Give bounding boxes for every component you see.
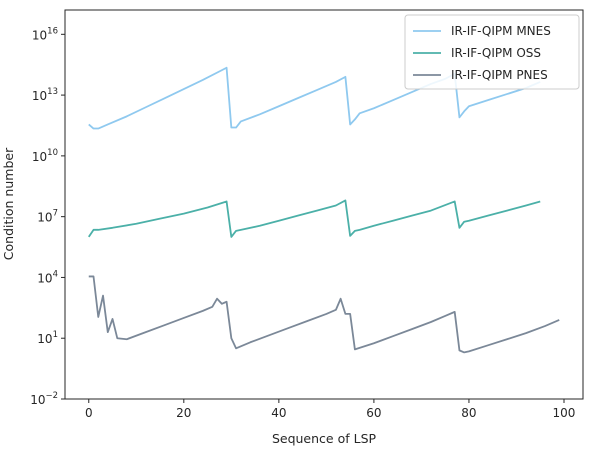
y-tick-base: 10 bbox=[37, 271, 52, 285]
x-axis-ticks: 0 20 40 60 80 100 bbox=[85, 399, 576, 420]
y-tick-label: 104 bbox=[37, 269, 58, 285]
y-tick-label: 107 bbox=[37, 209, 58, 225]
y-tick-base: 10 bbox=[32, 89, 47, 103]
y-tick-exponent: 13 bbox=[47, 87, 58, 97]
x-tick-label: 20 bbox=[176, 406, 191, 420]
legend: IR-IF-QIPM MNES IR-IF-QIPM OSS IR-IF-QIPM … bbox=[404, 14, 580, 90]
y-tick-base: 10 bbox=[32, 150, 47, 164]
y-tick-base: 10 bbox=[37, 211, 52, 225]
series-line-3 bbox=[88, 275, 560, 354]
x-tick-label: 80 bbox=[461, 406, 476, 420]
y-tick-exponent: 4 bbox=[53, 269, 58, 279]
y-tick-label: 1016 bbox=[32, 26, 58, 42]
y-tick-label: 101 bbox=[37, 330, 58, 346]
y-tick-label: 1013 bbox=[32, 87, 58, 103]
y-tick-base: 10 bbox=[30, 393, 45, 407]
y-tick-label: 10−2 bbox=[30, 391, 58, 407]
x-axis-label: Sequence of LSP bbox=[272, 431, 377, 446]
y-tick-exponent: 7 bbox=[53, 209, 58, 219]
x-tick-label: 0 bbox=[85, 406, 93, 420]
series-line-1 bbox=[88, 66, 541, 130]
y-tick-exponent: −2 bbox=[45, 391, 58, 401]
series-line-2 bbox=[88, 199, 541, 238]
y-axis-label: Condition number bbox=[1, 147, 16, 260]
series-layer bbox=[88, 66, 560, 354]
legend-label-1: IR-IF-QIPM MNES bbox=[451, 24, 551, 38]
y-tick-label: 1010 bbox=[32, 148, 58, 164]
y-tick-base: 10 bbox=[37, 332, 52, 346]
x-tick-label: 40 bbox=[271, 406, 286, 420]
legend-items: IR-IF-QIPM MNES IR-IF-QIPM OSS IR-IF-QIPM … bbox=[413, 24, 551, 82]
y-tick-exponent: 10 bbox=[47, 148, 58, 158]
y-tick-exponent: 1 bbox=[53, 330, 58, 340]
y-tick-exponent: 16 bbox=[47, 26, 58, 36]
legend-label-2: IR-IF-QIPM OSS bbox=[451, 46, 541, 60]
plot-area-frame bbox=[64, 9, 584, 400]
x-tick-label: 100 bbox=[553, 406, 576, 420]
legend-box bbox=[404, 14, 580, 90]
x-tick-label: 60 bbox=[366, 406, 381, 420]
y-tick-base: 10 bbox=[32, 28, 47, 42]
legend-label-3: IR-IF-QIPM PNES bbox=[451, 68, 548, 82]
